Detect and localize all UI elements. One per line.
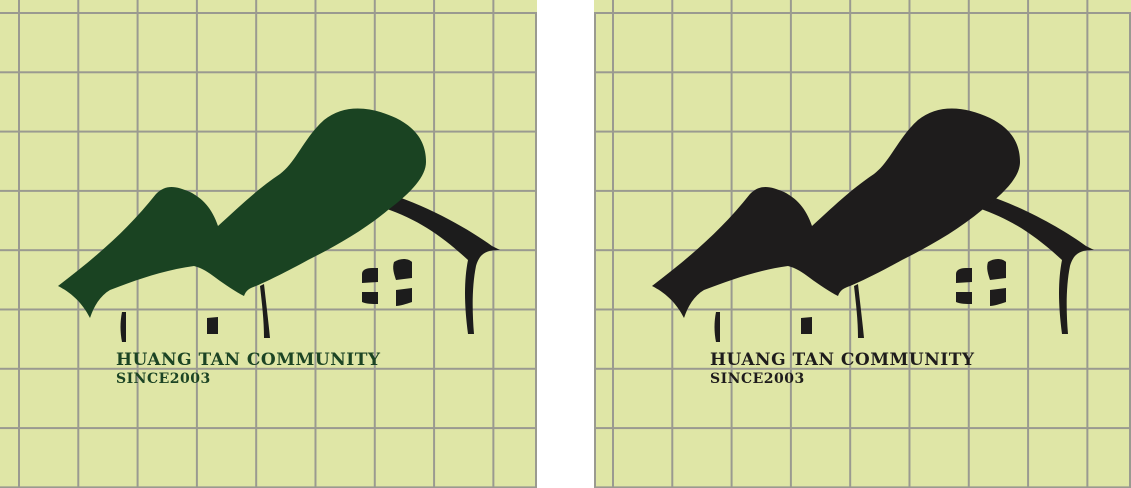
house-post-center <box>854 284 864 338</box>
house-mountain-logo <box>652 108 1094 342</box>
logo-panel-black: HUANG TAN COMMUNITY SINCE2003 <box>594 0 1131 488</box>
house-post-center <box>260 284 270 338</box>
house-window-bottom-left <box>956 292 972 304</box>
grid-border-right <box>1129 12 1131 488</box>
house-post-left <box>714 312 720 342</box>
house-window-top-left <box>956 268 972 283</box>
roof-eave-stroke <box>384 194 500 334</box>
brush-roof-shape <box>652 108 1020 318</box>
community-name: HUANG TAN COMMUNITY <box>116 350 381 370</box>
house-mountain-logo <box>58 108 500 342</box>
logo-panel-green: HUANG TAN COMMUNITY SINCE2003 <box>0 0 537 488</box>
brush-roof-shape <box>58 108 426 318</box>
house-window-top-right <box>987 259 1006 280</box>
house-window-bottom-right <box>396 288 412 306</box>
house-window-bottom-left <box>362 292 378 304</box>
house-door <box>801 317 812 334</box>
house-window-top-right <box>393 259 412 280</box>
grid-border-right <box>535 12 537 488</box>
house-window-top-left <box>362 268 378 283</box>
since-year: SINCE2003 <box>116 371 211 387</box>
grid-border-left <box>18 12 20 488</box>
grid-border-left <box>594 12 596 488</box>
house-window-bottom-right <box>990 288 1006 306</box>
community-name: HUANG TAN COMMUNITY <box>710 350 975 370</box>
logo-wordmark: HUANG TAN COMMUNITY SINCE2003 <box>116 350 381 387</box>
house-door <box>207 317 218 334</box>
roof-eave-stroke <box>978 194 1094 334</box>
logo-wordmark: HUANG TAN COMMUNITY SINCE2003 <box>710 350 975 387</box>
house-post-left <box>120 312 126 342</box>
since-year: SINCE2003 <box>710 371 805 387</box>
